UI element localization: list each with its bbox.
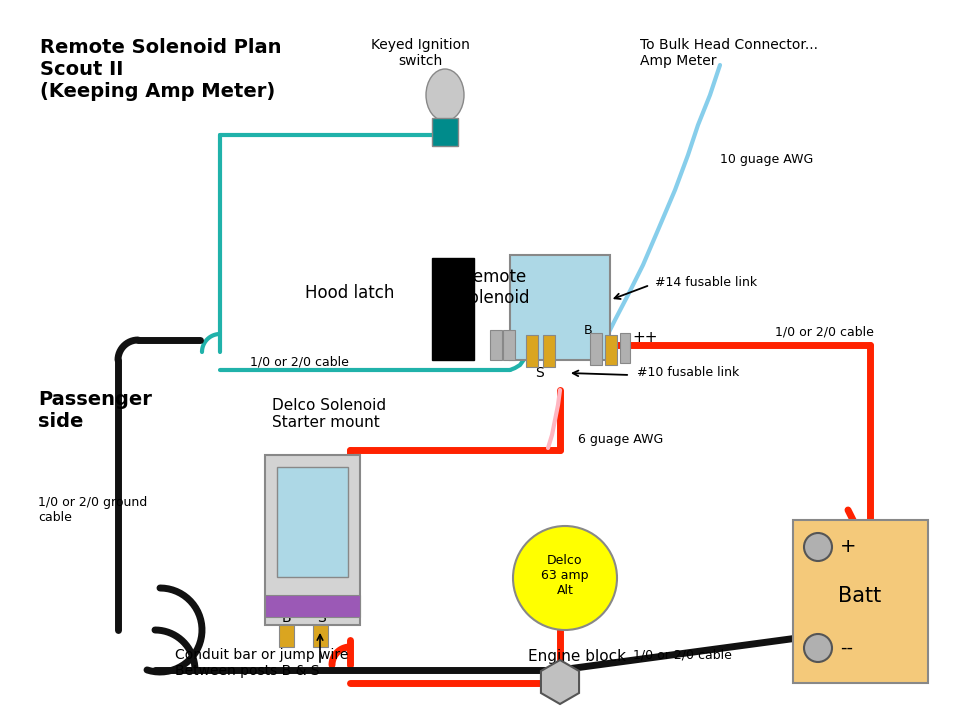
Text: 1/0 or 2/0 cable: 1/0 or 2/0 cable bbox=[633, 649, 732, 662]
Text: Hood latch: Hood latch bbox=[305, 284, 395, 302]
Text: 1/0 or 2/0 ground
cable: 1/0 or 2/0 ground cable bbox=[38, 496, 147, 524]
Text: Conduit bar or jump wire
Between posts B & S: Conduit bar or jump wire Between posts B… bbox=[175, 648, 348, 678]
Bar bbox=[279, 625, 294, 647]
Text: Engine block: Engine block bbox=[528, 649, 626, 664]
Bar bbox=[265, 595, 360, 617]
Text: S: S bbox=[318, 611, 326, 625]
Text: Remote
solenoid: Remote solenoid bbox=[460, 268, 530, 307]
Text: --: -- bbox=[840, 639, 853, 657]
Circle shape bbox=[513, 526, 617, 630]
Bar bbox=[503, 330, 515, 360]
FancyBboxPatch shape bbox=[432, 118, 458, 146]
Polygon shape bbox=[540, 660, 579, 704]
Text: Delco Solenoid
Starter mount: Delco Solenoid Starter mount bbox=[272, 397, 386, 430]
Bar bbox=[490, 330, 502, 360]
Text: #10 fusable link: #10 fusable link bbox=[637, 366, 739, 379]
Circle shape bbox=[804, 533, 832, 561]
Bar bbox=[793, 520, 928, 683]
Text: Remote Solenoid Plan
Scout II
(Keeping Amp Meter): Remote Solenoid Plan Scout II (Keeping A… bbox=[40, 38, 281, 101]
Text: 1/0 or 2/0 cable: 1/0 or 2/0 cable bbox=[775, 325, 874, 338]
Text: Delco
63 amp
Alt: Delco 63 amp Alt bbox=[541, 554, 588, 596]
Text: ++: ++ bbox=[632, 330, 658, 346]
Bar bbox=[265, 455, 360, 625]
Bar bbox=[620, 333, 630, 363]
Text: To Bulk Head Connector...
Amp Meter: To Bulk Head Connector... Amp Meter bbox=[640, 38, 818, 68]
Ellipse shape bbox=[426, 69, 464, 121]
Bar bbox=[605, 335, 617, 365]
Text: 6 guage AWG: 6 guage AWG bbox=[578, 433, 663, 446]
Bar bbox=[510, 255, 610, 360]
Bar bbox=[526, 335, 538, 367]
Circle shape bbox=[804, 634, 832, 662]
Text: +: + bbox=[840, 538, 856, 557]
Bar bbox=[277, 467, 348, 577]
Bar bbox=[590, 333, 602, 365]
Text: Batt: Batt bbox=[838, 586, 881, 606]
Text: #14 fusable link: #14 fusable link bbox=[655, 276, 757, 289]
Bar bbox=[543, 335, 555, 367]
Bar bbox=[432, 258, 474, 360]
Bar bbox=[313, 625, 328, 647]
Text: B: B bbox=[584, 323, 592, 336]
Text: B: B bbox=[281, 611, 291, 625]
Text: 1/0 or 2/0 cable: 1/0 or 2/0 cable bbox=[250, 356, 348, 369]
Text: Passenger
side: Passenger side bbox=[38, 390, 152, 431]
Text: 10 guage AWG: 10 guage AWG bbox=[720, 153, 813, 166]
Text: Keyed Ignition
switch: Keyed Ignition switch bbox=[371, 38, 469, 68]
Text: S: S bbox=[536, 366, 544, 380]
